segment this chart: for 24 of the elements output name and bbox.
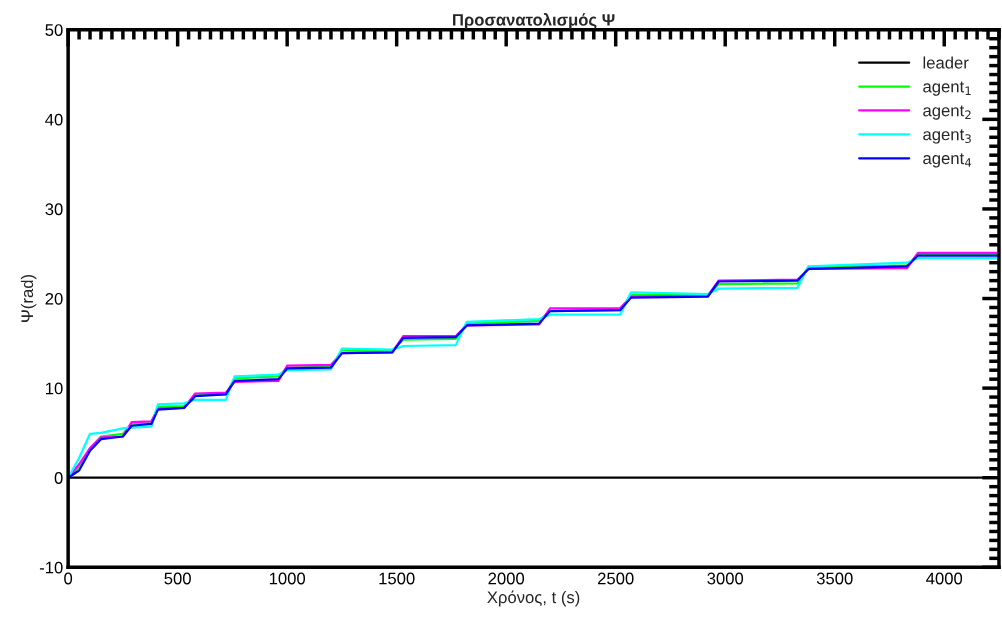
- legend-label: agent$_{4}$: [923, 153, 972, 168]
- x-tick-label: 500: [164, 572, 191, 585]
- y-tick-label: 0: [54, 472, 63, 484]
- x-tick-label: 2000: [488, 572, 525, 585]
- x-tick-label: 2500: [598, 572, 634, 585]
- y-tick-label: 30: [45, 203, 63, 216]
- y-axis-title: Ψ(rad): [20, 275, 37, 322]
- x-tick-label: 3500: [816, 572, 853, 585]
- x-tick-label: 3000: [707, 572, 744, 585]
- x-tick-label: 4000: [926, 572, 963, 585]
- x-tick-label: 1000: [269, 572, 306, 585]
- x-axis-title: Χρόνος, t (s): [487, 590, 580, 607]
- y-tick-label: 50: [45, 24, 63, 36]
- legend-label: agent$_{3}$: [923, 129, 971, 144]
- chart-title: Προσανατολισμός Ψ: [453, 13, 615, 30]
- x-tick-label: 1500: [379, 572, 415, 585]
- y-tick-label: 40: [45, 113, 63, 126]
- y-tick-label: 10: [46, 382, 63, 395]
- legend-label: agent$_{2}$: [923, 105, 971, 120]
- legend-label: agent$_{1}$: [923, 81, 971, 96]
- y-tick-label: 20: [45, 292, 63, 305]
- legend-label: leader: [923, 56, 969, 69]
- x-tick-label: 0: [64, 572, 73, 585]
- y-tick-label: -10: [39, 561, 63, 574]
